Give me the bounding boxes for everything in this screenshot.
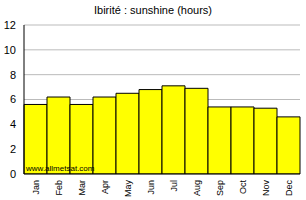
svg-text:Apr: Apr <box>100 180 110 194</box>
svg-text:Feb: Feb <box>54 180 64 196</box>
svg-text:0: 0 <box>10 168 16 180</box>
svg-text:8: 8 <box>10 69 16 81</box>
svg-text:Dec: Dec <box>284 180 294 197</box>
svg-text:Jun: Jun <box>146 180 156 195</box>
svg-text:Oct: Oct <box>238 180 248 195</box>
svg-text:Sep: Sep <box>215 180 225 196</box>
svg-text:Mar: Mar <box>77 180 87 196</box>
svg-text:Nov: Nov <box>261 180 271 197</box>
svg-text:12: 12 <box>8 19 16 31</box>
svg-text:Jan: Jan <box>31 180 41 195</box>
svg-text:10: 10 <box>8 44 16 56</box>
svg-text:May: May <box>123 180 133 198</box>
svg-text:Jul: Jul <box>169 180 179 192</box>
svg-text:Aug: Aug <box>192 180 202 196</box>
html-text:www.allmetsat.com: www.allmetsat.com <box>26 164 95 173</box>
html-text:Ibirité : sunshine (hours): Ibirité : sunshine (hours) <box>94 4 212 16</box>
svg-text:2: 2 <box>10 143 16 155</box>
svg-text:4: 4 <box>10 118 16 130</box>
svg-text:6: 6 <box>10 93 16 105</box>
